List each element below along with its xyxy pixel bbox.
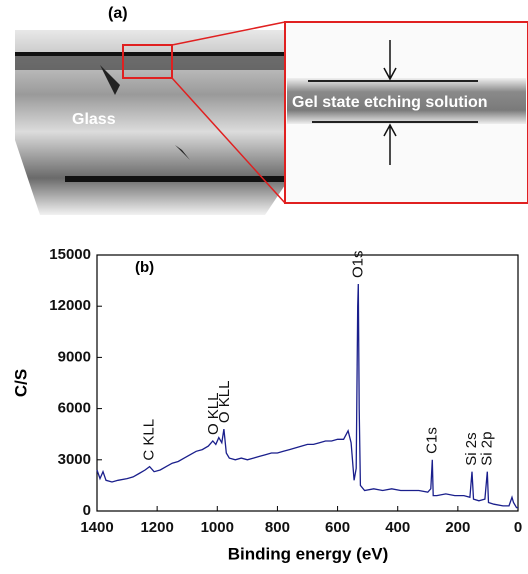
y-tick-label: 9000 <box>58 348 91 365</box>
glass-label: Glass <box>72 111 116 128</box>
x-tick-label: 200 <box>445 519 470 536</box>
photo <box>15 30 285 215</box>
peak-label: C1s <box>423 427 440 454</box>
panel-label: (a) <box>108 5 128 22</box>
layer <box>15 56 285 70</box>
zoom-box <box>122 44 173 79</box>
peak-label: O KLL <box>205 392 222 435</box>
zoom-line <box>171 77 286 204</box>
spectrum-line <box>96 283 518 509</box>
peak-label: O1s <box>349 250 366 278</box>
panel-label: (b) <box>135 259 154 276</box>
glass-edge <box>65 176 285 182</box>
x-tick-label: 1000 <box>201 519 234 536</box>
y-axis-label: C/S <box>11 369 30 397</box>
zoom-line <box>171 21 286 46</box>
peak-label: O KLL <box>216 381 233 424</box>
y-tick-label: 3000 <box>58 451 91 468</box>
x-tick-label: 0 <box>514 519 522 536</box>
peak-label: C KLL <box>141 419 158 461</box>
x-tick-label: 800 <box>265 519 290 536</box>
arrow <box>383 40 397 81</box>
plot-frame <box>96 254 519 512</box>
peak-label: Si 2s <box>463 432 480 465</box>
peak-label: Si 2p <box>478 432 495 466</box>
y-tick-label: 0 <box>83 502 91 519</box>
y-tick-label: 12000 <box>49 297 91 314</box>
x-tick-label: 1200 <box>140 519 173 536</box>
arrow <box>383 123 397 165</box>
x-axis-label: Binding energy (eV) <box>228 544 389 563</box>
y-tick-label: 6000 <box>58 400 91 417</box>
x-tick-label: 600 <box>325 519 350 536</box>
x-tick-label: 1400 <box>80 519 113 536</box>
layer-edge <box>15 52 285 56</box>
gel-layer <box>287 78 526 124</box>
layer-label: Gel state etching solution <box>292 94 488 111</box>
y-tick-label: 15000 <box>49 246 91 263</box>
x-tick-label: 400 <box>385 519 410 536</box>
defect <box>100 65 190 160</box>
